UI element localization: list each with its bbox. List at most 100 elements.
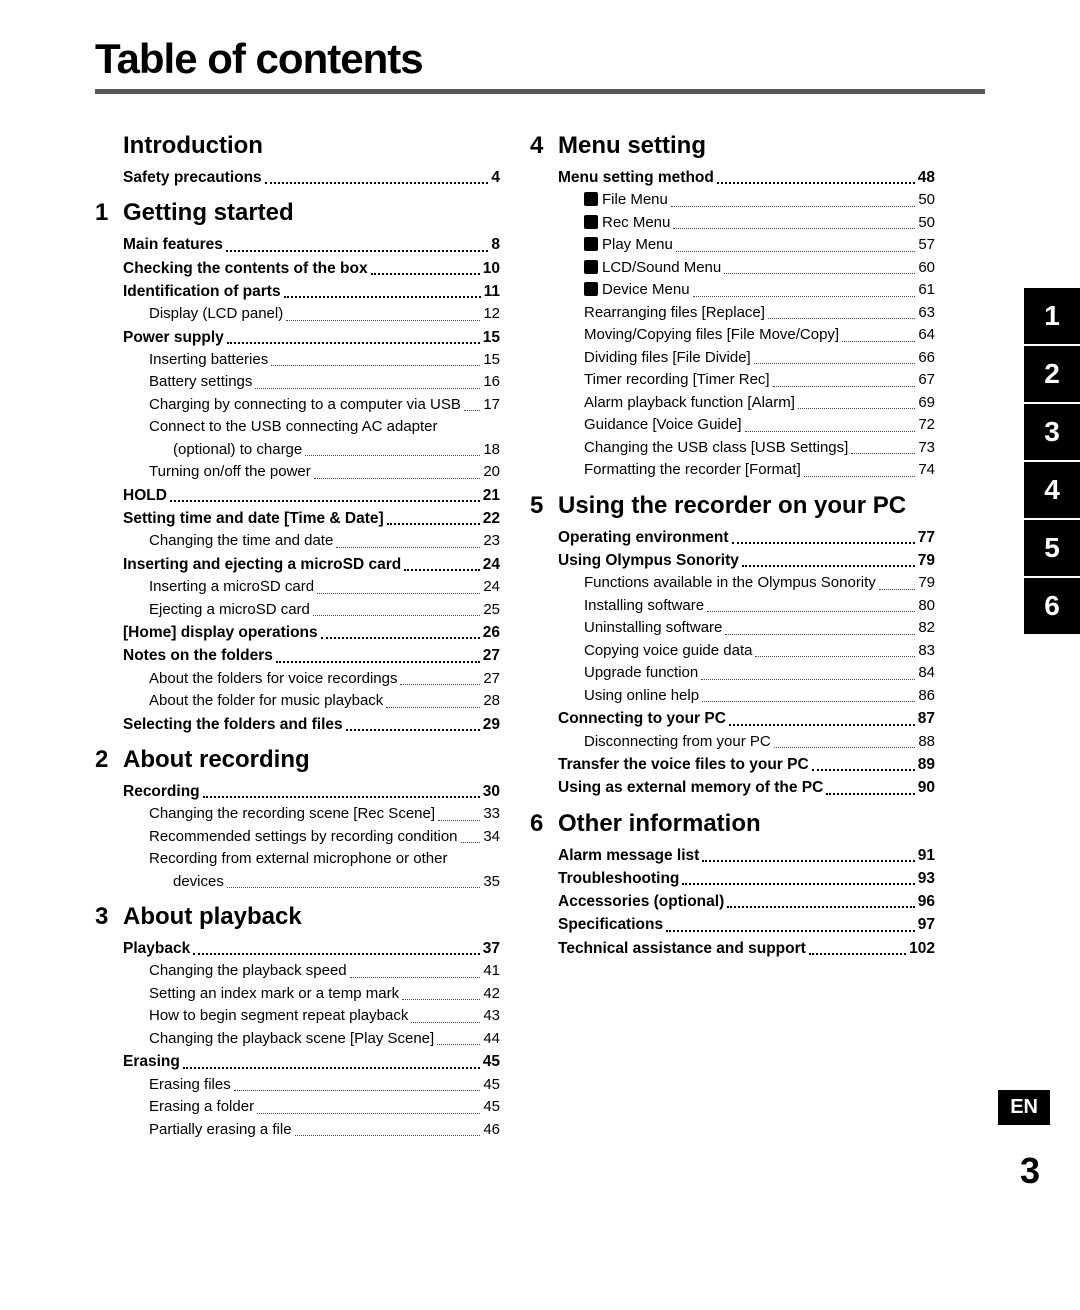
- toc-entry[interactable]: Charging by connecting to a computer via…: [95, 394, 500, 417]
- toc-entry[interactable]: Notes on the folders27: [95, 644, 500, 667]
- toc-entry[interactable]: Specifications97: [530, 913, 935, 936]
- section-heading[interactable]: 4Menu setting: [530, 132, 935, 160]
- chapter-tab-1[interactable]: 1: [1024, 288, 1080, 344]
- chapter-tab-3[interactable]: 3: [1024, 404, 1080, 460]
- toc-entry[interactable]: Alarm playback function [Alarm]69: [530, 392, 935, 415]
- toc-entry[interactable]: Uninstalling software82: [530, 617, 935, 640]
- section-heading[interactable]: Introduction: [95, 132, 500, 160]
- toc-entry[interactable]: Changing the USB class [USB Settings]73: [530, 437, 935, 460]
- toc-entry[interactable]: Using Olympus Sonority79: [530, 549, 935, 572]
- toc-entry[interactable]: Battery settings16: [95, 371, 500, 394]
- section-heading[interactable]: 3About playback: [95, 903, 500, 931]
- toc-entry[interactable]: Changing the playback scene [Play Scene]…: [95, 1028, 500, 1051]
- toc-entry[interactable]: Power supply15: [95, 326, 500, 349]
- toc-entry-page: 87: [918, 707, 935, 730]
- toc-entry[interactable]: Formatting the recorder [Format]74: [530, 459, 935, 482]
- section-heading[interactable]: 6Other information: [530, 810, 935, 838]
- toc-entry[interactable]: Recording30: [95, 780, 500, 803]
- toc-entry[interactable]: Rearranging files [Replace]63: [530, 302, 935, 325]
- toc-entry[interactable]: Inserting batteries15: [95, 349, 500, 372]
- toc-entry[interactable]: Connecting to your PC 87: [530, 707, 935, 730]
- toc-entry[interactable]: LCD/Sound Menu60: [530, 257, 935, 280]
- toc-entry[interactable]: Menu setting method48: [530, 166, 935, 189]
- toc-entry[interactable]: Changing the playback speed41: [95, 960, 500, 983]
- chapter-tab-4[interactable]: 4: [1024, 462, 1080, 518]
- toc-entry[interactable]: Identification of parts11: [95, 280, 500, 303]
- toc-entry[interactable]: Changing the time and date23: [95, 530, 500, 553]
- chapter-tab-5[interactable]: 5: [1024, 520, 1080, 576]
- toc-entry[interactable]: Display (LCD panel)12: [95, 303, 500, 326]
- toc-entry[interactable]: (optional) to charge18: [95, 439, 500, 462]
- toc-entry-label: Erasing a folder: [149, 1096, 254, 1119]
- toc-entry[interactable]: HOLD21: [95, 484, 500, 507]
- toc-entry-page: 26: [483, 621, 500, 644]
- toc-entry-label: Changing the USB class [USB Settings]: [584, 437, 848, 460]
- toc-entry[interactable]: Changing the recording scene [Rec Scene]…: [95, 803, 500, 826]
- toc-entry[interactable]: Recommended settings by recording condit…: [95, 826, 500, 849]
- toc-entry[interactable]: Erasing45: [95, 1050, 500, 1073]
- toc-entry[interactable]: Checking the contents of the box10: [95, 257, 500, 280]
- toc-entry[interactable]: Moving/Copying files [File Move/Copy]64: [530, 324, 935, 347]
- toc-entry-page: 21: [483, 484, 500, 507]
- section-heading[interactable]: 1Getting started: [95, 199, 500, 227]
- toc-entry-page: 20: [483, 461, 500, 484]
- toc-entry[interactable]: Alarm message list91: [530, 844, 935, 867]
- toc-entry[interactable]: Main features8: [95, 233, 500, 256]
- toc-entry-label: Recording: [123, 780, 200, 803]
- toc-entry[interactable]: Copying voice guide data83: [530, 640, 935, 663]
- toc-entry[interactable]: Using as external memory of the PC90: [530, 776, 935, 799]
- toc-entry[interactable]: Inserting a microSD card24: [95, 576, 500, 599]
- toc-entry[interactable]: Selecting the folders and files29: [95, 713, 500, 736]
- toc-entry[interactable]: Partially erasing a file46: [95, 1119, 500, 1142]
- toc-entry[interactable]: About the folders for voice recordings27: [95, 668, 500, 691]
- toc-entry-label: Setting time and date [Time & Date]: [123, 507, 384, 530]
- toc-entry[interactable]: Accessories (optional)96: [530, 890, 935, 913]
- chapter-tab-6[interactable]: 6: [1024, 578, 1080, 634]
- toc-entry[interactable]: Timer recording [Timer Rec]67: [530, 369, 935, 392]
- section-heading[interactable]: 2About recording: [95, 746, 500, 774]
- toc-entry-label: Partially erasing a file: [149, 1119, 292, 1142]
- toc-entry[interactable]: Operating environment77: [530, 526, 935, 549]
- toc-entry[interactable]: Dividing files [File Divide]66: [530, 347, 935, 370]
- toc-entry[interactable]: Setting an index mark or a temp mark42: [95, 983, 500, 1006]
- toc-entry[interactable]: Playback37: [95, 937, 500, 960]
- chapter-tab-2[interactable]: 2: [1024, 346, 1080, 402]
- toc-entry[interactable]: About the folder for music playback28: [95, 690, 500, 713]
- toc-entry-page: 45: [483, 1096, 500, 1119]
- toc-entry[interactable]: devices35: [95, 871, 500, 894]
- toc-entry[interactable]: Erasing files45: [95, 1074, 500, 1097]
- toc-entry[interactable]: Inserting and ejecting a microSD card24: [95, 553, 500, 576]
- toc-entry-label: Connecting to your PC: [558, 707, 726, 730]
- toc-entry-page: 33: [483, 803, 500, 826]
- dot-leader: [234, 1090, 481, 1091]
- toc-entry[interactable]: Erasing a folder 45: [95, 1096, 500, 1119]
- toc-entry-page: 22: [483, 507, 500, 530]
- dot-leader: [336, 547, 480, 548]
- toc-entry[interactable]: Transfer the voice files to your PC89: [530, 753, 935, 776]
- toc-entry[interactable]: Setting time and date [Time & Date] 22: [95, 507, 500, 530]
- toc-entry[interactable]: Device Menu61: [530, 279, 935, 302]
- toc-entry-label: Main features: [123, 233, 223, 256]
- dot-leader: [183, 1067, 480, 1069]
- toc-entry[interactable]: Ejecting a microSD card25: [95, 599, 500, 622]
- toc-entry-page: 90: [918, 776, 935, 799]
- toc-entry[interactable]: Play Menu57: [530, 234, 935, 257]
- toc-entry[interactable]: Functions available in the Olympus Sonor…: [530, 572, 935, 595]
- toc-entry[interactable]: Troubleshooting93: [530, 867, 935, 890]
- toc-entry[interactable]: Using online help86: [530, 685, 935, 708]
- toc-entry[interactable]: Upgrade function84: [530, 662, 935, 685]
- toc-entry[interactable]: File Menu50: [530, 189, 935, 212]
- toc-entry[interactable]: How to begin segment repeat playback43: [95, 1005, 500, 1028]
- section-heading[interactable]: 5Using the recorder on your PC: [530, 492, 935, 520]
- toc-entry[interactable]: Guidance [Voice Guide]72: [530, 414, 935, 437]
- toc-entry-page: 66: [918, 347, 935, 370]
- toc-entry[interactable]: Installing software80: [530, 595, 935, 618]
- toc-entry[interactable]: [Home] display operations26: [95, 621, 500, 644]
- toc-entry[interactable]: Technical assistance and support102: [530, 937, 935, 960]
- toc-entry[interactable]: Turning on/off the power20: [95, 461, 500, 484]
- toc-entry-label: Rec Menu: [584, 212, 670, 235]
- toc-entry[interactable]: Safety precautions4: [95, 166, 500, 189]
- dot-leader: [464, 410, 480, 411]
- toc-entry[interactable]: Rec Menu50: [530, 212, 935, 235]
- toc-entry[interactable]: Disconnecting from your PC88: [530, 731, 935, 754]
